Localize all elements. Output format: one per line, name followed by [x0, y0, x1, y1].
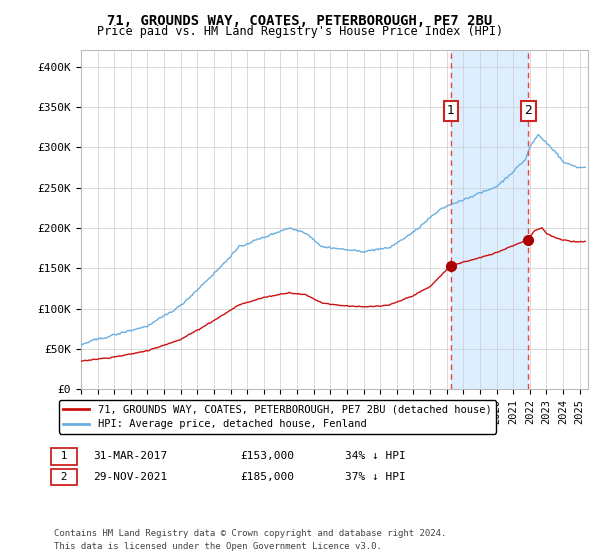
Text: 1: 1 [54, 451, 74, 461]
Text: 1: 1 [447, 104, 455, 118]
Text: 37% ↓ HPI: 37% ↓ HPI [345, 472, 406, 482]
Text: £185,000: £185,000 [240, 472, 294, 482]
Text: 71, GROUNDS WAY, COATES, PETERBOROUGH, PE7 2BU: 71, GROUNDS WAY, COATES, PETERBOROUGH, P… [107, 14, 493, 28]
Text: 34% ↓ HPI: 34% ↓ HPI [345, 451, 406, 461]
Text: 31-MAR-2017: 31-MAR-2017 [93, 451, 167, 461]
Text: Contains HM Land Registry data © Crown copyright and database right 2024.
This d: Contains HM Land Registry data © Crown c… [54, 529, 446, 550]
Text: £153,000: £153,000 [240, 451, 294, 461]
Text: 29-NOV-2021: 29-NOV-2021 [93, 472, 167, 482]
Text: 2: 2 [54, 472, 74, 482]
Text: 2: 2 [524, 104, 532, 118]
Bar [451, 50, 529, 389]
Text: Price paid vs. HM Land Registry's House Price Index (HPI): Price paid vs. HM Land Registry's House … [97, 25, 503, 38]
Legend: 71, GROUNDS WAY, COATES, PETERBOROUGH, PE7 2BU (detached house), HPI: Average pr: 71, GROUNDS WAY, COATES, PETERBOROUGH, P… [59, 400, 496, 433]
